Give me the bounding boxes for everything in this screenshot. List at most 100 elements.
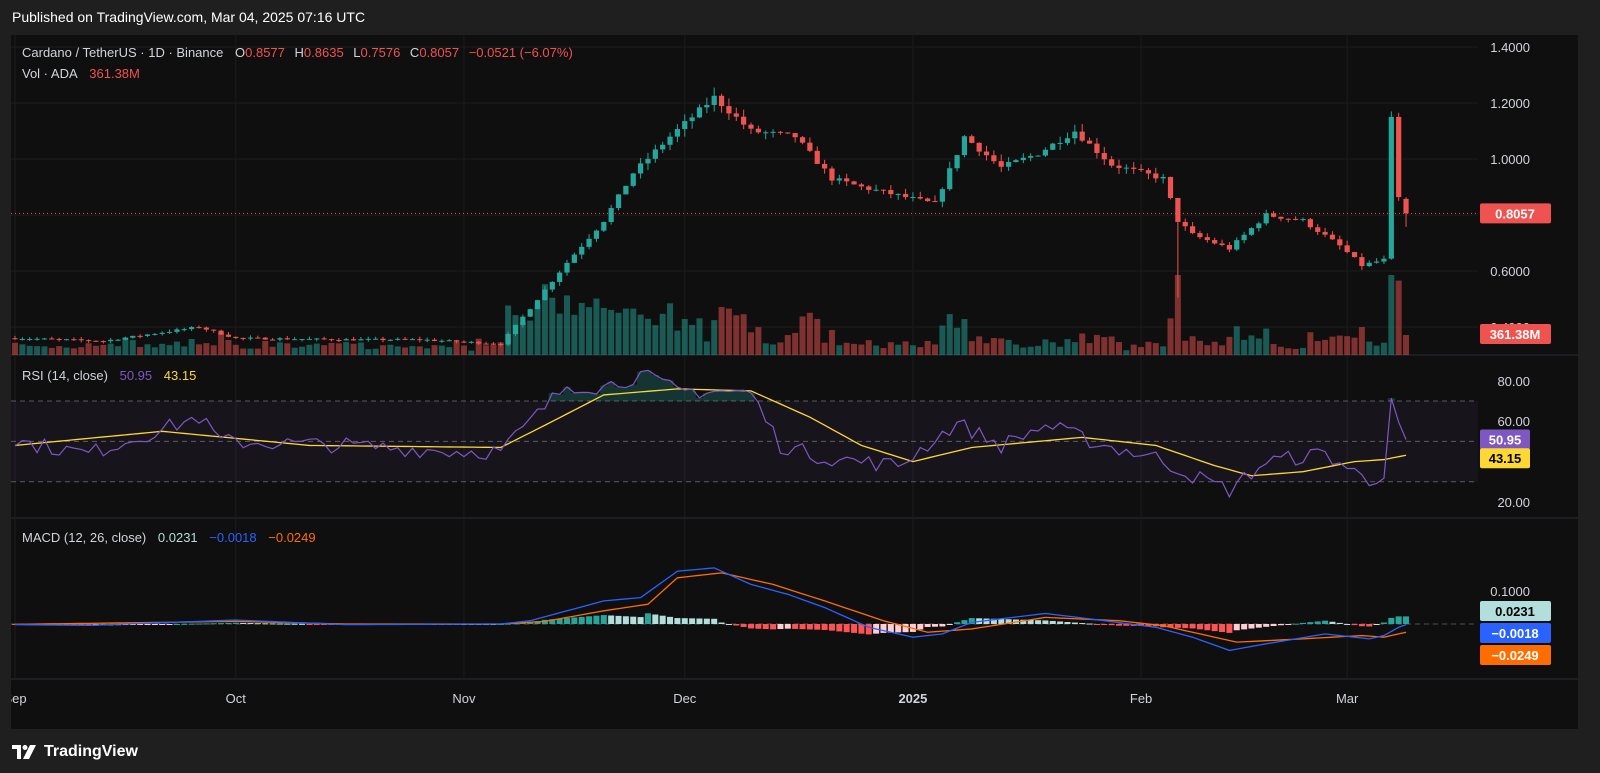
macd-histogram-bar (968, 618, 975, 624)
volume-bar (777, 342, 784, 355)
rsi-badge-bg (1480, 429, 1530, 450)
candle-down (137, 335, 143, 337)
macd-histogram-bar (865, 624, 872, 635)
volume-bar (1241, 339, 1248, 355)
volume-bar (218, 332, 225, 355)
macd-histogram-bar (1351, 624, 1358, 626)
candle-down (858, 184, 864, 187)
candle-down (822, 163, 828, 169)
symbol-label[interactable]: Cardano / TetherUS · 1D · Binance (22, 45, 224, 60)
candle-up (409, 339, 416, 341)
candle-down (1278, 216, 1284, 219)
volume-bar (34, 346, 41, 355)
volume-bar (12, 342, 18, 355)
candle-up (645, 158, 651, 164)
volume-bar (144, 344, 151, 355)
macd-tick-label: 0.1000 (1490, 584, 1530, 599)
volume-bar (269, 346, 276, 355)
volume-bar (1064, 339, 1071, 355)
volume-bar (85, 343, 92, 355)
macd-histogram-bar (644, 613, 651, 624)
macd-histogram-bar (828, 624, 835, 631)
candle-up (571, 254, 577, 263)
volume-bar (1020, 347, 1027, 355)
volume-bar (541, 284, 548, 355)
volume-bar (1351, 337, 1358, 355)
volume-bar (313, 343, 320, 355)
candle-up (873, 189, 879, 191)
candle-down (336, 339, 342, 341)
volume-bar (1395, 280, 1402, 355)
volume-bar (1248, 335, 1255, 355)
candle-down (1226, 245, 1232, 250)
volume-bar (976, 336, 983, 355)
candle-up (306, 338, 312, 340)
chart-canvas[interactable]: 1.40001.20001.00000.60000.40000.8057361.… (3, 35, 1578, 729)
candle-up (1050, 143, 1056, 150)
macd-label[interactable]: MACD (12, 26, close) (22, 530, 147, 545)
volume-bar (48, 347, 55, 355)
macd-histogram-bar (1329, 621, 1336, 624)
price-axis: 1.40001.20001.00000.60000.40000.8057361.… (1480, 40, 1551, 665)
candle-up (1123, 167, 1129, 169)
grid-lines (11, 35, 1578, 680)
chart-frame[interactable]: 1.40001.20001.00000.60000.40000.8057361.… (3, 35, 1578, 729)
volume-bar (232, 344, 239, 355)
volume-bar (1174, 275, 1181, 355)
candle-up (689, 117, 695, 122)
candle-up (704, 104, 710, 108)
volume-bar (210, 345, 217, 355)
macd-histogram-bar (777, 624, 784, 630)
candle-up (34, 338, 40, 340)
price-tick-label: 0.6000 (1490, 264, 1530, 279)
macd-signal-line (14, 572, 1407, 643)
candle-up (674, 129, 680, 137)
volume-bar (1314, 341, 1321, 355)
volume-bar (196, 344, 202, 355)
candle-down (880, 189, 887, 191)
candle-down (1079, 131, 1085, 141)
candle-down (1138, 168, 1144, 171)
price-tick-label: 1.2000 (1490, 96, 1530, 111)
volume-bar (1138, 347, 1145, 355)
volume-bar (1035, 345, 1042, 355)
candle-up (343, 339, 349, 341)
candle-down (233, 336, 239, 338)
macd-histogram-bar (129, 624, 136, 625)
macd-histogram-bar (718, 622, 725, 624)
rsi-label[interactable]: RSI (14, close) (22, 368, 108, 383)
candle-up (1035, 155, 1041, 157)
macd-histogram-bar (1057, 621, 1064, 624)
macd-histogram-bar (1270, 624, 1277, 627)
volume-bar (932, 344, 938, 355)
macd-histogram-bar (1020, 619, 1027, 624)
volume-bar (328, 342, 335, 355)
macd-histogram-bar (254, 623, 261, 625)
candle-down (902, 193, 909, 198)
candle-up (314, 338, 320, 340)
tradingview-footer[interactable]: TradingView (12, 743, 138, 761)
close-value: 0.8057 (419, 45, 460, 60)
macd-histogram-bar (689, 618, 696, 624)
candle-up (189, 327, 195, 330)
macd-histogram-bar (1336, 622, 1343, 624)
candle-up (27, 339, 33, 341)
candle-up (660, 144, 666, 150)
candle-up (63, 339, 70, 341)
volume-bar (1167, 318, 1174, 355)
macd-histogram-bar (1079, 623, 1086, 625)
candle-up (115, 339, 121, 341)
volume-label[interactable]: Vol · ADA (22, 66, 78, 81)
candle-up (527, 309, 533, 317)
volume-bar (1285, 348, 1292, 355)
macd-histogram-bar (600, 615, 607, 624)
macd-histogram-bar (946, 624, 953, 625)
candle-down (71, 339, 77, 341)
macd-histogram-bar (733, 624, 740, 626)
candle-up (1263, 213, 1269, 224)
volume-bar (887, 342, 894, 355)
volume-bar (873, 345, 880, 355)
candle-down (983, 151, 990, 156)
volume-bar (674, 330, 681, 355)
candle-down (211, 329, 217, 331)
